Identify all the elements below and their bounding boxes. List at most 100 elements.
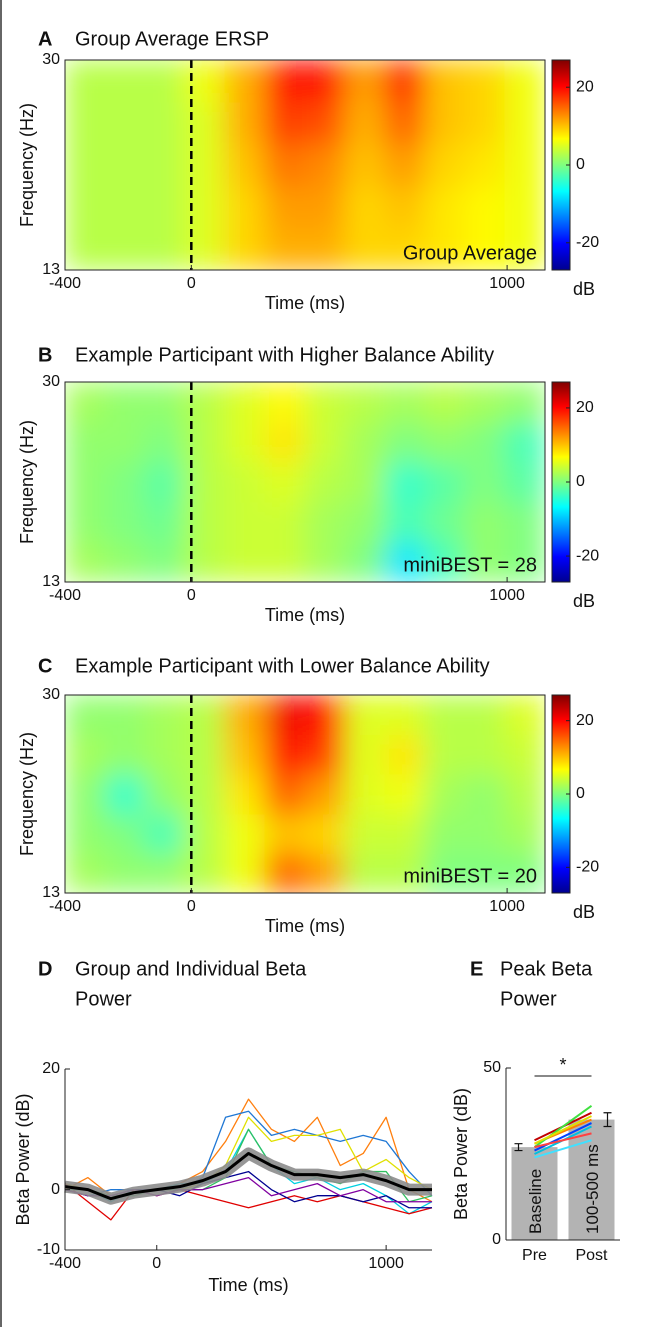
heatmap-cell bbox=[144, 773, 186, 815]
heatmap-cell bbox=[264, 813, 306, 854]
heatmap-cell bbox=[304, 773, 346, 815]
y-axis-label: Frequency (Hz) bbox=[17, 732, 37, 856]
heatmap-cell bbox=[65, 734, 106, 775]
heatmap-cell bbox=[304, 813, 346, 854]
heatmap-cell bbox=[104, 143, 146, 187]
heatmap-cell bbox=[224, 227, 266, 270]
heatmap-cell bbox=[384, 227, 426, 270]
heatmap-cell bbox=[144, 813, 186, 854]
heatmap-cell bbox=[104, 60, 146, 103]
chart-title: Group Average ERSP bbox=[75, 28, 269, 50]
axes-frame bbox=[64, 694, 546, 894]
heatmap-cell bbox=[304, 734, 346, 775]
heatmap-cell bbox=[104, 461, 146, 503]
heatmap-cell bbox=[424, 501, 466, 543]
heatmap-cell bbox=[504, 382, 545, 423]
heatmap-cell bbox=[144, 143, 186, 187]
heatmap-cell bbox=[104, 421, 146, 463]
heatmap-cell bbox=[304, 461, 346, 503]
axes-frame bbox=[64, 381, 546, 583]
heatmap-cell bbox=[464, 461, 506, 503]
heatmap-cell bbox=[424, 101, 466, 145]
heatmap-cell bbox=[304, 852, 346, 893]
heatmap-cell bbox=[504, 185, 545, 229]
panel-label: E bbox=[470, 958, 483, 980]
heatmap-cell bbox=[424, 421, 466, 463]
heatmap-cell bbox=[504, 60, 545, 103]
heatmap-cell bbox=[65, 382, 106, 423]
colorbar-label: dB bbox=[573, 902, 595, 922]
heatmap-cells bbox=[65, 695, 545, 893]
x-axis-label: Time (ms) bbox=[265, 605, 345, 625]
colorbar-tick-label: 0 bbox=[576, 785, 585, 802]
x-tick-label: 0 bbox=[187, 898, 196, 915]
heatmap-cell bbox=[65, 227, 106, 270]
bar-label: Baseline bbox=[526, 1169, 545, 1234]
heatmap-cell bbox=[384, 852, 426, 893]
heatmap-cell bbox=[184, 852, 226, 893]
heatmap-cell bbox=[65, 143, 106, 187]
heatmap-cell bbox=[424, 382, 466, 423]
heatmap-cell bbox=[344, 60, 386, 103]
heatmap-cell bbox=[504, 501, 545, 543]
colorbar-tick-label: 0 bbox=[576, 473, 585, 490]
heatmap-cell bbox=[65, 773, 106, 815]
heatmap-cell bbox=[424, 185, 466, 229]
significance-label: * bbox=[559, 1055, 566, 1075]
heatmap-cell bbox=[464, 143, 506, 187]
heatmap-cell bbox=[224, 60, 266, 103]
heatmap-cell bbox=[65, 60, 106, 103]
heatmap-cell bbox=[304, 695, 346, 736]
heatmap-cell bbox=[424, 852, 466, 893]
x-tick-label: Pre bbox=[522, 1247, 547, 1264]
y-tick-label: 0 bbox=[492, 1231, 501, 1248]
heatmap-cell bbox=[344, 101, 386, 145]
colorbar-tick-label: -20 bbox=[576, 859, 599, 876]
heatmap-cell bbox=[384, 185, 426, 229]
heatmap-cell bbox=[304, 185, 346, 229]
pair-line bbox=[534, 1139, 592, 1159]
heatmap-cell bbox=[384, 382, 426, 423]
heatmap-cell bbox=[104, 541, 146, 582]
heatmap-cell bbox=[504, 852, 545, 893]
heatmap-cell bbox=[144, 185, 186, 229]
heatmap-cell bbox=[384, 695, 426, 736]
colorbar-tick-label: -20 bbox=[576, 547, 599, 564]
heatmap-cell bbox=[65, 852, 106, 893]
heatmap-cell bbox=[144, 461, 186, 503]
x-tick-label: 1000 bbox=[368, 1255, 404, 1272]
y-tick-label: 13 bbox=[42, 261, 60, 278]
bar bbox=[568, 1119, 615, 1240]
heatmap-cell bbox=[65, 813, 106, 854]
x-tick-label: 0 bbox=[152, 1255, 161, 1272]
x-tick-label: -400 bbox=[49, 898, 81, 915]
x-tick-label: 1000 bbox=[489, 275, 525, 292]
heatmap-cell bbox=[184, 501, 226, 543]
heatmap-cell bbox=[424, 734, 466, 775]
colorbar-label: dB bbox=[573, 591, 595, 611]
heatmap-cell bbox=[264, 734, 306, 775]
chart-title: Group and Individual Beta bbox=[75, 958, 307, 980]
heatmap-cell bbox=[464, 695, 506, 736]
heatmap-cell bbox=[224, 734, 266, 775]
heatmap-cell bbox=[464, 382, 506, 423]
y-axis-label: Beta Power (dB) bbox=[13, 1093, 33, 1225]
x-axis-label: Time (ms) bbox=[265, 293, 345, 313]
heatmap-cell bbox=[184, 541, 226, 582]
heatmap-cell bbox=[504, 461, 545, 503]
chart-title: Power bbox=[500, 988, 557, 1010]
pair-line bbox=[534, 1115, 592, 1145]
heatmap-cell bbox=[264, 101, 306, 145]
heatmap-cell bbox=[104, 813, 146, 854]
heatmap-cell bbox=[464, 101, 506, 145]
heatmap-cell bbox=[424, 773, 466, 815]
heatmap-cell bbox=[104, 852, 146, 893]
pair-line bbox=[533, 1105, 593, 1148]
heatmap-cell bbox=[65, 185, 106, 229]
y-axis-label: Frequency (Hz) bbox=[17, 420, 37, 544]
x-tick-label: 0 bbox=[187, 275, 196, 292]
heatmap-cell bbox=[264, 695, 306, 736]
colorbar-tick-label: -20 bbox=[576, 234, 599, 251]
heatmap-cell bbox=[264, 852, 306, 893]
heatmap-cell bbox=[384, 773, 426, 815]
